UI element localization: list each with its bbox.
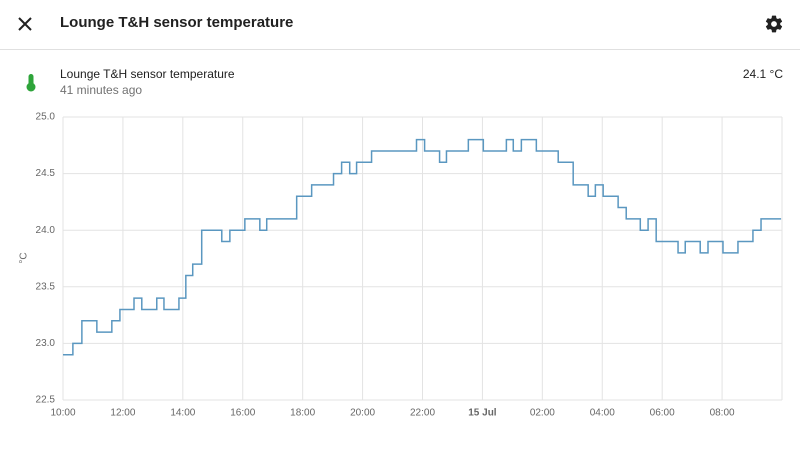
x-tick-label: 14:00	[170, 408, 195, 419]
y-axis-label: °C	[19, 252, 30, 263]
data-line	[63, 138, 782, 356]
x-tick-label: 16:00	[230, 408, 255, 419]
x-tick-label: 22:00	[410, 408, 435, 419]
last-changed: 41 minutes ago	[60, 83, 143, 97]
entity-name: Lounge T&H sensor temperature	[60, 67, 235, 81]
thermometer-icon	[26, 74, 36, 92]
x-tick-label: 10:00	[50, 408, 75, 419]
settings-button[interactable]	[764, 14, 784, 34]
dialog-header: Lounge T&H sensor temperature	[0, 0, 800, 50]
y-tick-label: 24.0	[36, 225, 56, 236]
x-tick-label: 18:00	[290, 408, 315, 419]
x-tick-label: 02:00	[530, 408, 555, 419]
y-tick-label: 22.5	[36, 395, 56, 406]
y-tick-label: 23.0	[36, 338, 56, 349]
y-tick-label: 25.0	[36, 112, 56, 123]
x-tick-label: 08:00	[710, 408, 735, 419]
x-tick-label: 20:00	[350, 408, 375, 419]
y-tick-label: 23.5	[36, 281, 56, 292]
x-tick-label: 04:00	[590, 408, 615, 419]
x-tick-label: 06:00	[650, 408, 675, 419]
entity-state: 24.1 °C	[742, 67, 783, 81]
x-tick-label: 12:00	[110, 408, 135, 419]
dialog-title: Lounge T&H sensor temperature	[60, 14, 294, 31]
close-button[interactable]	[16, 15, 34, 33]
y-tick-label: 24.5	[36, 168, 56, 179]
x-tick-label: 15 Jul	[468, 408, 497, 419]
